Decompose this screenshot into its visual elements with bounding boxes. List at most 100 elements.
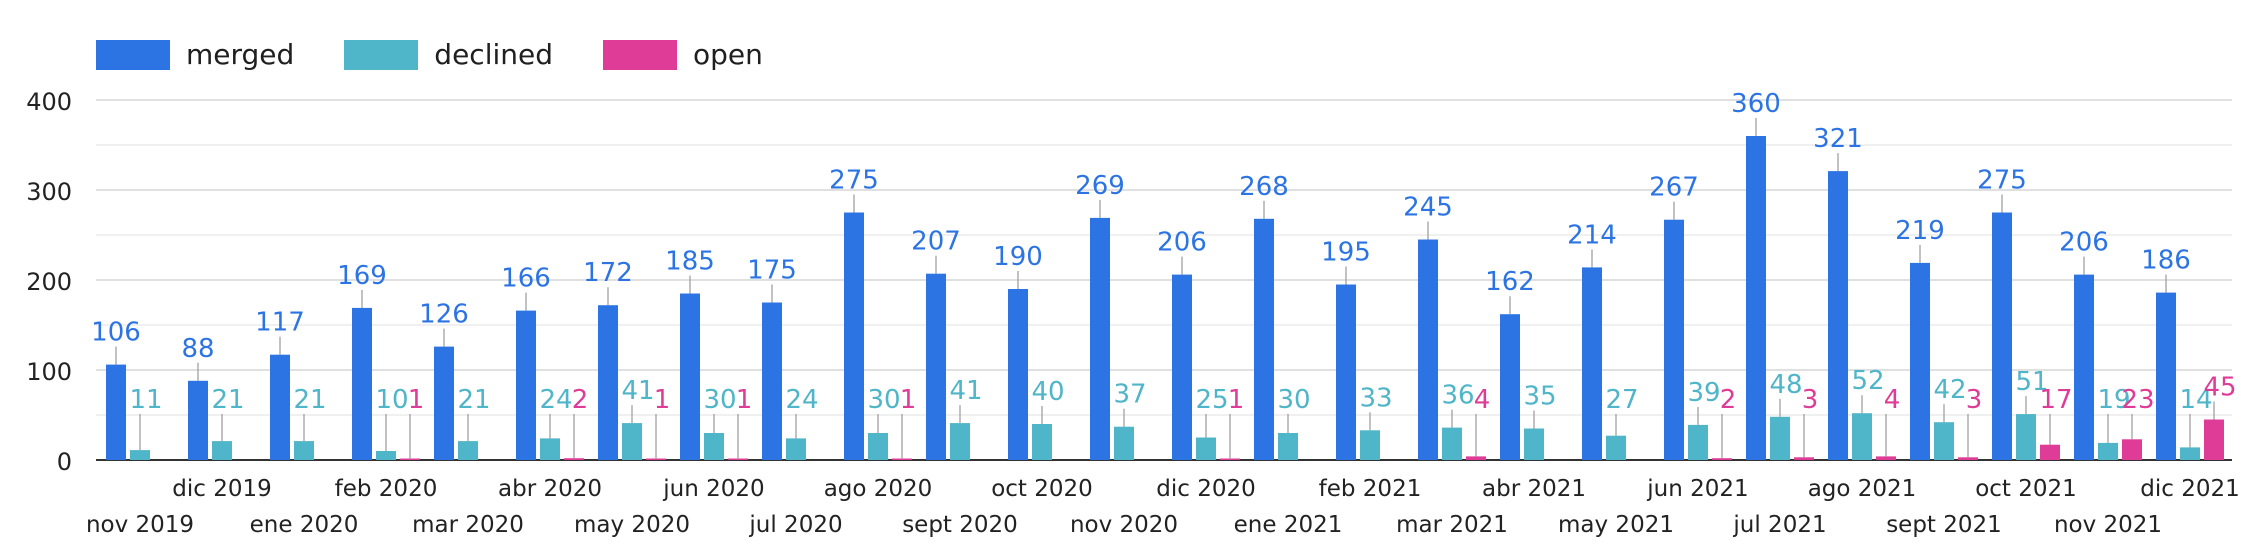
bar-open[interactable] [2040, 444, 2060, 460]
bar-merged[interactable] [844, 212, 864, 461]
y-tick-label: 400 [26, 88, 72, 116]
bar-open[interactable] [564, 458, 584, 460]
x-tick-label: dic 2021 [2140, 476, 2239, 502]
bar-merged[interactable] [1418, 239, 1438, 461]
x-tick-label: nov 2019 [86, 512, 194, 538]
bar-merged[interactable] [1008, 289, 1028, 460]
x-tick-label: jul 2020 [748, 512, 842, 538]
bar-declined[interactable] [704, 433, 724, 460]
legend-item-declined[interactable]: declined [344, 38, 553, 71]
bar-open[interactable] [2204, 419, 2224, 461]
bar-declined[interactable] [130, 450, 150, 460]
bar-declined[interactable] [1360, 430, 1380, 460]
bar-declined[interactable] [294, 441, 314, 460]
bar-merged[interactable] [516, 310, 536, 460]
data-label-merged: 88 [181, 334, 214, 364]
bar-merged[interactable] [1336, 284, 1356, 461]
bar-merged[interactable] [1992, 212, 2012, 461]
bar-declined[interactable] [376, 451, 396, 460]
legend-label-open: open [693, 38, 763, 71]
data-label-open: 4 [1474, 385, 1491, 415]
data-label-merged: 275 [1977, 166, 2027, 196]
bar-merged[interactable] [2156, 292, 2176, 460]
legend-item-open[interactable]: open [603, 38, 763, 71]
data-label-declined: 35 [1523, 382, 1556, 412]
data-label-open: 23 [2121, 385, 2154, 415]
bar-merged[interactable] [1746, 136, 1766, 460]
data-label-merged: 162 [1485, 267, 1535, 297]
bar-declined[interactable] [950, 423, 970, 460]
bar-merged[interactable] [1500, 314, 1520, 460]
x-tick-label: sept 2021 [1886, 512, 2002, 538]
bar-declined[interactable] [1606, 435, 1626, 460]
bar-declined[interactable] [1278, 433, 1298, 460]
bar-declined[interactable] [1196, 437, 1216, 461]
bar-declined[interactable] [1032, 424, 1052, 460]
bar-declined[interactable] [1770, 416, 1790, 460]
bar-declined[interactable] [1524, 428, 1544, 461]
data-label-open: 1 [900, 385, 917, 415]
bar-declined[interactable] [786, 438, 806, 460]
bar-merged[interactable] [598, 305, 618, 460]
bar-declined[interactable] [2016, 414, 2036, 460]
bar-merged[interactable] [1582, 267, 1602, 460]
bar-declined[interactable] [868, 433, 888, 460]
data-label-declined: 27 [1605, 385, 1638, 415]
data-label-merged: 214 [1567, 220, 1617, 250]
bar-merged[interactable] [680, 293, 700, 461]
data-label-declined: 14 [2179, 385, 2212, 415]
bar-open[interactable] [1712, 458, 1732, 460]
bar-open[interactable] [728, 458, 748, 461]
data-label-merged: 268 [1239, 172, 1289, 202]
bar-open[interactable] [892, 458, 912, 461]
legend-label-declined: declined [434, 38, 553, 71]
bar-declined[interactable] [1688, 424, 1708, 460]
x-tick-label: dic 2019 [172, 476, 271, 502]
bar-open[interactable] [1466, 456, 1486, 460]
bar-merged[interactable] [1172, 274, 1192, 460]
data-label-merged: 267 [1649, 173, 1699, 203]
bar-open[interactable] [400, 458, 420, 461]
bar-merged[interactable] [352, 307, 372, 460]
data-label-merged: 185 [665, 247, 715, 277]
bar-open[interactable] [2122, 439, 2142, 460]
bar-open[interactable] [1876, 456, 1896, 460]
bar-open[interactable] [1958, 457, 1978, 460]
bar-declined[interactable] [1852, 413, 1872, 460]
bar-declined[interactable] [1934, 422, 1954, 460]
bar-declined[interactable] [1442, 427, 1462, 460]
data-label-merged: 206 [2059, 228, 2109, 258]
bar-declined[interactable] [2098, 442, 2118, 460]
bar-merged[interactable] [1664, 219, 1684, 460]
legend-item-merged[interactable]: merged [96, 38, 294, 71]
bar-declined[interactable] [622, 423, 642, 460]
bar-declined[interactable] [212, 441, 232, 460]
data-label-declined: 36 [1441, 381, 1474, 411]
data-label-merged: 190 [993, 242, 1043, 272]
bar-merged[interactable] [1090, 217, 1110, 460]
bar-merged[interactable] [1828, 171, 1848, 460]
bar-declined[interactable] [2180, 447, 2200, 460]
bar-merged[interactable] [434, 346, 454, 460]
bar-merged[interactable] [2074, 274, 2094, 460]
bar-merged[interactable] [762, 302, 782, 461]
bar-open[interactable] [1220, 458, 1240, 461]
bar-declined[interactable] [458, 441, 478, 460]
bar-merged[interactable] [1910, 262, 1930, 460]
bar-declined[interactable] [540, 438, 560, 460]
data-label-declined: 42 [1933, 375, 1966, 405]
bar-open[interactable] [646, 458, 666, 461]
chart-legend: merged declined open [96, 38, 813, 71]
bar-merged[interactable] [106, 364, 126, 460]
bar-open[interactable] [1794, 457, 1814, 460]
bar-declined[interactable] [1114, 426, 1134, 460]
data-label-merged: 175 [747, 256, 797, 286]
x-tick-label: sept 2020 [902, 512, 1018, 538]
bar-merged[interactable] [270, 354, 290, 460]
bar-merged[interactable] [926, 273, 946, 460]
data-label-merged: 195 [1321, 238, 1371, 268]
bar-merged[interactable] [1254, 218, 1274, 460]
legend-swatch-merged [96, 39, 170, 70]
bar-merged[interactable] [188, 380, 208, 460]
data-label-merged: 169 [337, 261, 387, 291]
